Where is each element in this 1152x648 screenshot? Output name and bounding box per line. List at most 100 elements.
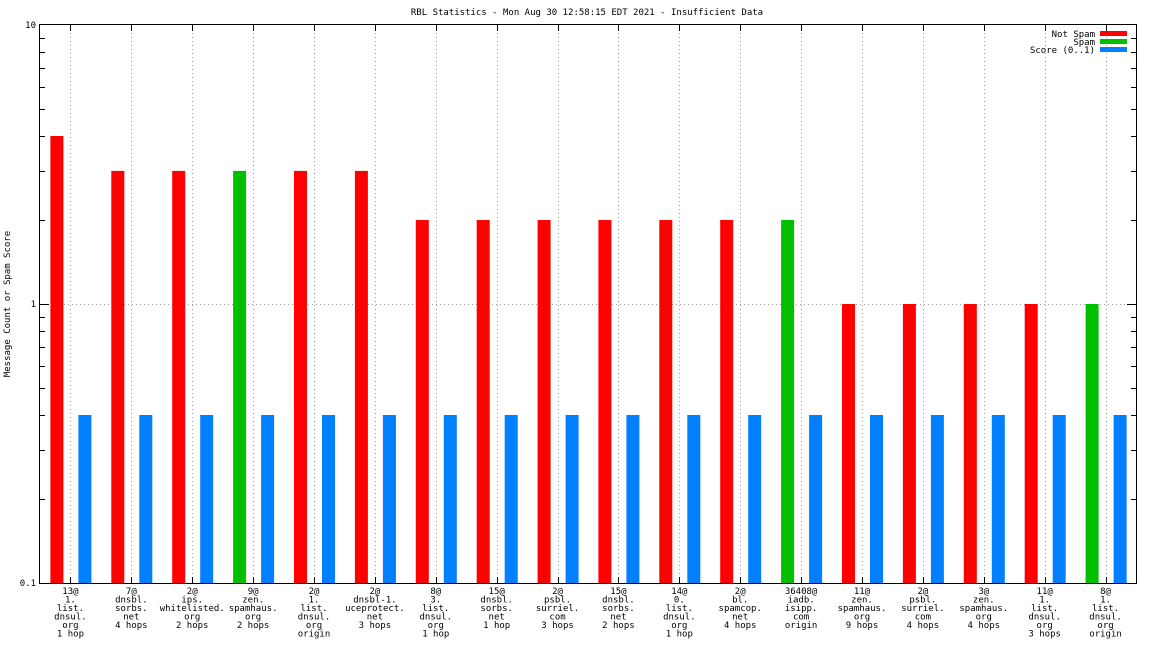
x-category-label: 9@ zen. spamhaus. org 2 hops xyxy=(229,587,278,631)
score-bar xyxy=(200,415,214,583)
x-category-label-line: 3 hops xyxy=(1028,630,1061,640)
x-category-label: 2@ psbl. surriel. com 3 hops xyxy=(536,587,579,631)
not-spam-bar xyxy=(902,304,916,583)
x-category-label-line: net xyxy=(489,613,505,623)
x-category-label-line: org xyxy=(306,621,322,631)
not-spam-bar xyxy=(537,220,551,583)
x-category-label: 2@ bl. spamcop. net 4 hops xyxy=(719,587,762,631)
x-category-label-line: 1 hop xyxy=(57,630,84,640)
x-category-label: 8@ 1. list. dnsul. org origin xyxy=(1089,587,1122,640)
score-bar xyxy=(626,415,640,583)
x-category-label-line: surriel. xyxy=(901,604,944,614)
x-category-label-line: ips. xyxy=(181,596,203,606)
score-bar xyxy=(991,415,1005,583)
score-bar xyxy=(930,415,944,583)
x-category-label-line: 14@ xyxy=(671,587,688,597)
x-category-label-line: 2 hops xyxy=(237,621,270,631)
x-category-label-line: dnsul. xyxy=(420,613,453,623)
x-category-label-line: origin xyxy=(298,630,331,640)
plot-frame xyxy=(39,24,1137,584)
score-bar xyxy=(322,415,335,583)
x-category-label-line: org xyxy=(976,613,992,623)
not-spam-bar xyxy=(415,220,429,583)
score-bar xyxy=(687,415,701,583)
x-category-label-line: 2@ xyxy=(187,587,198,597)
x-category-label-line: 8@ xyxy=(430,587,441,597)
legend-label: Score (0..1) xyxy=(1030,46,1095,56)
x-category-label: 36408@ iadb. isipp. com origin xyxy=(785,587,818,631)
x-category-label-line: org xyxy=(1097,621,1113,631)
x-category-label-line: com xyxy=(915,613,931,623)
y-tick-label: 10 xyxy=(25,21,36,31)
x-category-label-line: 1. xyxy=(65,596,76,606)
x-category-label-line: 11@ xyxy=(854,587,871,597)
legend-swatch xyxy=(1100,47,1127,52)
x-category-label-line: list. xyxy=(1092,604,1119,614)
score-bar xyxy=(261,415,275,583)
x-category-label-line: net xyxy=(732,613,748,623)
x-category-label-line: 4 hops xyxy=(907,621,940,631)
not-spam-bar xyxy=(1024,304,1038,583)
x-category-label-line: psbl. xyxy=(909,596,936,606)
x-category-label-line: isipp. xyxy=(785,604,818,614)
x-category-label-line: spamhaus. xyxy=(229,604,278,614)
legend-label: Not Spam xyxy=(1052,30,1095,40)
x-category-label-line: 2@ xyxy=(309,587,320,597)
x-category-label: 11@ zen. spamhaus. org 9 hops xyxy=(838,587,887,631)
x-category-label: 2@ dnsbl-1. uceprotect. net 3 hops xyxy=(345,587,405,631)
score-bar xyxy=(1052,415,1066,583)
score-bar xyxy=(870,415,883,583)
score-bar xyxy=(78,415,92,583)
x-category-label-line: dnsbl. xyxy=(480,596,513,606)
x-category-label: 14@ 0. list. dnsul. org 1 hop xyxy=(663,587,696,640)
x-category-label-line: origin xyxy=(1089,630,1122,640)
x-category-label-line: list. xyxy=(300,604,327,614)
x-category-label-line: list. xyxy=(666,604,693,614)
x-category-label-line: org xyxy=(671,621,687,631)
score-bar xyxy=(443,415,457,583)
x-category-label-line: spamhaus. xyxy=(959,604,1008,614)
x-category-label-line: com xyxy=(793,613,809,623)
y-axis-label: Message Count or Spam Score xyxy=(3,231,13,377)
x-category-label-line: sorbs. xyxy=(480,604,513,614)
x-category-label-line: net xyxy=(123,613,139,623)
x-category-label-line: 3@ xyxy=(978,587,989,597)
x-category-label-line: org xyxy=(245,613,261,623)
x-category-label-line: dnsul. xyxy=(298,613,331,623)
x-category-label-line: 2@ xyxy=(735,587,746,597)
x-category-label-line: sorbs. xyxy=(602,604,635,614)
x-category-label: 15@ dnsbl. sorbs. net 2 hops xyxy=(602,587,635,631)
x-category-label-line: 2@ xyxy=(917,587,928,597)
x-category-label-line: 15@ xyxy=(610,587,627,597)
x-category-label-line: bl. xyxy=(732,596,748,606)
y-tick-label: 1 xyxy=(31,300,36,310)
x-category-label-line: org xyxy=(184,613,200,623)
x-category-label-line: 7@ xyxy=(126,587,137,597)
x-category-label: 13@ 1. list. dnsul. org 1 hop xyxy=(54,587,87,640)
spam-bar xyxy=(233,170,247,583)
x-category-label-line: 0. xyxy=(674,596,685,606)
x-category-label-line: psbl. xyxy=(544,596,571,606)
x-category-label-line: spamcop. xyxy=(719,604,762,614)
x-category-label-line: 11@ xyxy=(1037,587,1054,597)
x-category-label-line: iadb. xyxy=(788,596,815,606)
x-category-label-line: 13@ xyxy=(62,587,79,597)
x-category-label-line: dnsbl. xyxy=(115,596,148,606)
not-spam-bar xyxy=(963,304,977,583)
x-category-label-line: 2@ xyxy=(369,587,380,597)
x-category-label-line: origin xyxy=(785,621,818,631)
chart-title: RBL Statistics - Mon Aug 30 12:58:15 EDT… xyxy=(411,8,763,18)
x-category-label-line: 9 hops xyxy=(846,621,879,631)
x-category-label-line: dnsul. xyxy=(1089,613,1122,623)
x-category-label-line: 3 hops xyxy=(541,621,574,631)
not-spam-bar xyxy=(294,170,307,583)
x-category-label-line: list. xyxy=(422,604,449,614)
x-category-label-line: zen. xyxy=(973,596,995,606)
x-category-label: 11@ 1. list. dnsul. org 3 hops xyxy=(1028,587,1061,640)
x-category-label-line: 3. xyxy=(430,596,441,606)
spam-bar xyxy=(781,220,795,583)
x-category-label-line: list. xyxy=(1031,604,1058,614)
